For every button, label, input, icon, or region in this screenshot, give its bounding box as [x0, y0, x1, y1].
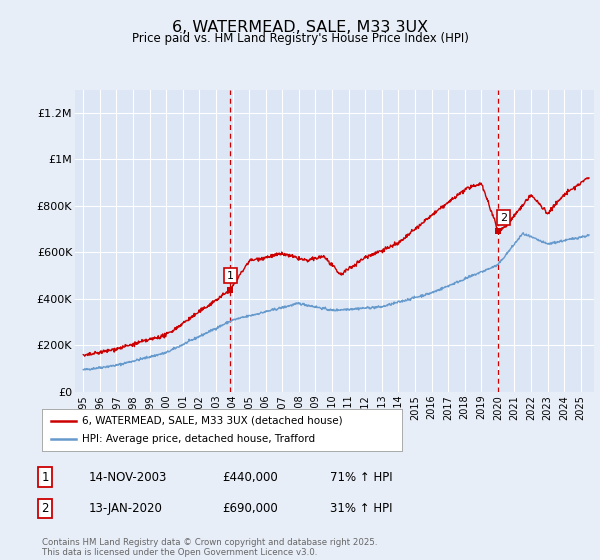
Text: 1: 1 — [227, 270, 234, 281]
Text: 1: 1 — [41, 470, 49, 484]
Text: Contains HM Land Registry data © Crown copyright and database right 2025.
This d: Contains HM Land Registry data © Crown c… — [42, 538, 377, 557]
Text: 14-NOV-2003: 14-NOV-2003 — [89, 470, 167, 484]
Text: 2: 2 — [41, 502, 49, 515]
Text: 13-JAN-2020: 13-JAN-2020 — [89, 502, 163, 515]
Text: 6, WATERMEAD, SALE, M33 3UX: 6, WATERMEAD, SALE, M33 3UX — [172, 20, 428, 35]
Text: 2: 2 — [500, 213, 507, 222]
Text: £690,000: £690,000 — [222, 502, 278, 515]
Text: Price paid vs. HM Land Registry's House Price Index (HPI): Price paid vs. HM Land Registry's House … — [131, 32, 469, 45]
Text: 31% ↑ HPI: 31% ↑ HPI — [330, 502, 392, 515]
Text: 71% ↑ HPI: 71% ↑ HPI — [330, 470, 392, 484]
Text: £440,000: £440,000 — [222, 470, 278, 484]
Text: 6, WATERMEAD, SALE, M33 3UX (detached house): 6, WATERMEAD, SALE, M33 3UX (detached ho… — [82, 416, 342, 426]
Text: HPI: Average price, detached house, Trafford: HPI: Average price, detached house, Traf… — [82, 434, 315, 444]
